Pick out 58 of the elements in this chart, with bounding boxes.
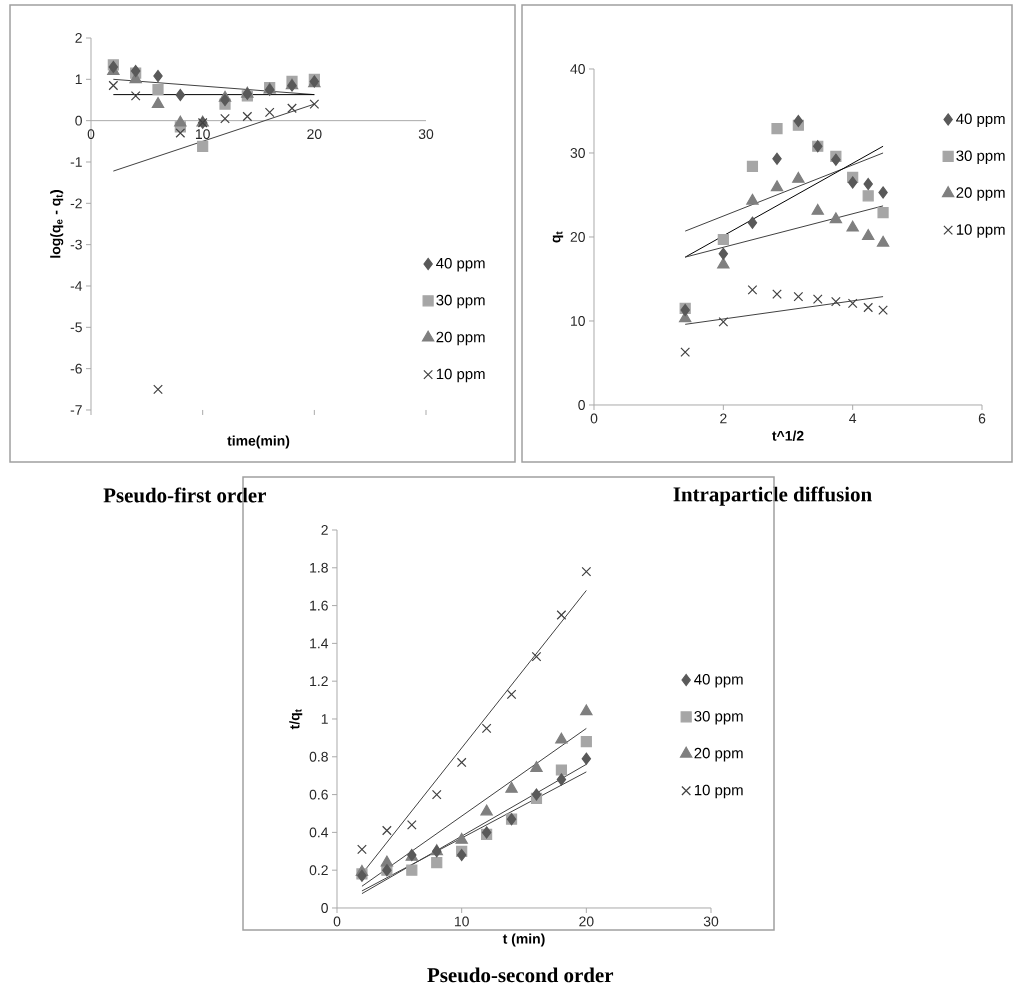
y-tick-label: 1 bbox=[75, 74, 82, 85]
y-tick-label: 0 bbox=[75, 115, 82, 126]
y-tick-label: 1.2 bbox=[310, 676, 328, 687]
legend-label: 20 ppm bbox=[436, 331, 485, 346]
text: Intraparticle diffusion bbox=[673, 486, 872, 506]
y-tick-label: 10 bbox=[571, 316, 585, 326]
legend-label: 30 ppm bbox=[694, 710, 743, 725]
x-tick-label: 2 bbox=[720, 413, 727, 424]
y-tick-label: -5 bbox=[70, 322, 82, 333]
x-tick-label: 10 bbox=[195, 129, 210, 140]
x-tick-label: 20 bbox=[579, 916, 594, 927]
y-tick-label: 0 bbox=[578, 400, 585, 410]
x-axis-title: time(min) bbox=[227, 435, 290, 449]
x-tick-label: 0 bbox=[87, 129, 95, 140]
x-tick-label: 30 bbox=[703, 916, 719, 927]
y-tick-label: 1 bbox=[321, 714, 328, 724]
x-axis-title: t^1/2 bbox=[772, 430, 804, 441]
legend-label: 20 ppm bbox=[956, 187, 1005, 201]
legend-label: 40 ppm bbox=[694, 674, 743, 688]
x-tick-label: 10 bbox=[454, 916, 469, 927]
legend-label: 40 ppm bbox=[956, 113, 1005, 128]
y-tick-label: 2 bbox=[321, 525, 328, 535]
legend-label: 10 ppm bbox=[694, 784, 743, 799]
y-tick-label: 0.8 bbox=[309, 751, 328, 762]
legend-label: 30 ppm bbox=[956, 150, 1005, 164]
x-axis-title: t (min) bbox=[502, 933, 545, 947]
y-tick-label: -6 bbox=[70, 363, 82, 374]
y-tick-label: -7 bbox=[70, 405, 82, 415]
y-tick-label: -2 bbox=[70, 198, 82, 209]
legend-label: 10 ppm bbox=[956, 224, 1005, 238]
x-tick-label: 0 bbox=[333, 916, 341, 927]
y-tick-label: -3 bbox=[70, 239, 82, 250]
y-tick-label: -1 bbox=[70, 157, 82, 167]
x-tick-label: 0 bbox=[590, 413, 598, 424]
x-tick-label: 4 bbox=[849, 413, 857, 424]
legend-label: 30 ppm bbox=[436, 294, 485, 309]
y-tick-label: 0.6 bbox=[309, 789, 328, 800]
text: Pseudo-second order bbox=[427, 967, 614, 983]
legend-label: 40 ppm bbox=[436, 257, 485, 272]
y-axis-title: q$_{t}$ bbox=[552, 231, 564, 243]
y-tick-label: -4 bbox=[70, 281, 83, 291]
y-tick-label: 0 bbox=[321, 903, 328, 913]
y-axis-title: log(q$_{e}$ - q$_{t}$) bbox=[50, 190, 64, 258]
y-axis-title: t/q$_{t}$ bbox=[289, 709, 303, 730]
y-tick-label: 30 bbox=[570, 148, 585, 158]
y-tick-label: 40 bbox=[570, 64, 585, 74]
legend-label: 10 ppm bbox=[436, 368, 485, 383]
y-tick-label: 20 bbox=[570, 232, 585, 242]
text: Pseudo-first order bbox=[103, 487, 266, 503]
y-tick-label: 0.2 bbox=[309, 865, 328, 876]
x-tick-label: 6 bbox=[978, 413, 986, 424]
y-tick-label: 1.8 bbox=[310, 562, 328, 573]
y-tick-label: 1.4 bbox=[310, 638, 329, 649]
y-tick-label: 1.6 bbox=[310, 600, 328, 611]
x-tick-label: 30 bbox=[418, 129, 434, 140]
y-tick-label: 0.4 bbox=[309, 827, 329, 838]
legend-label: 20 ppm bbox=[694, 747, 743, 762]
y-tick-label: 2 bbox=[75, 33, 82, 43]
